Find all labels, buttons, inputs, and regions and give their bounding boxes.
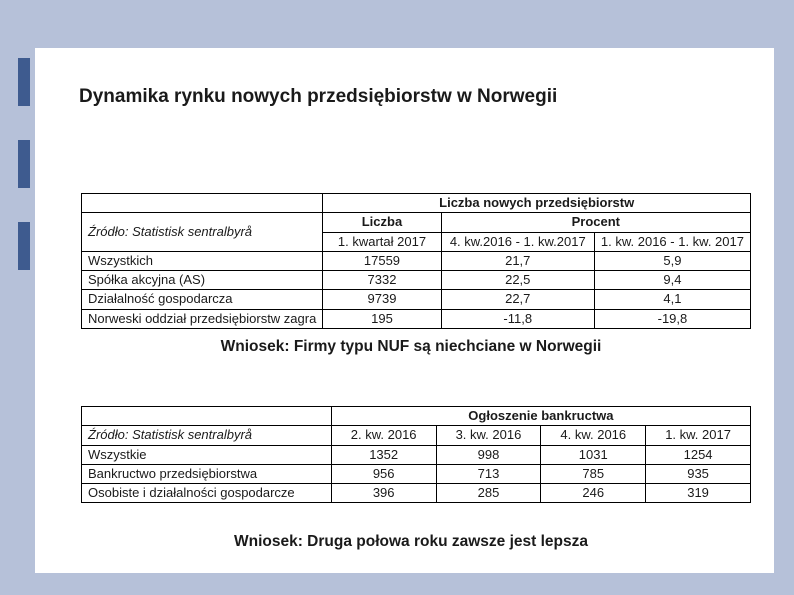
cell-label: Wszystkie — [82, 445, 332, 464]
cell-value: 195 — [323, 309, 441, 328]
cell-value: -11,8 — [441, 309, 594, 328]
cell-value: 1254 — [646, 445, 751, 464]
conclusion-2: Wniosek: Druga połowa roku zawsze jest l… — [81, 533, 741, 551]
cell-label: Działalność gospodarcza — [82, 290, 323, 309]
slide-body: Dynamika rynku nowych przedsiębiorstw w … — [35, 48, 774, 573]
cell-value: 1352 — [331, 445, 436, 464]
table1-sub1: 1. kwartał 2017 — [323, 232, 441, 251]
cell-label: Bankructwo przedsiębiorstwa — [82, 464, 332, 483]
cell-label: Wszystkich — [82, 251, 323, 270]
conclusion-1: Wniosek: Firmy typu NUF są niechciane w … — [81, 338, 741, 356]
table2-source: Źródło: Statistisk sentralbyrå — [82, 426, 332, 445]
slide-marker — [18, 58, 30, 106]
cell-value: 285 — [436, 484, 541, 503]
table2-col1: 2. kw. 2016 — [331, 426, 436, 445]
table2-col4: 1. kw. 2017 — [646, 426, 751, 445]
cell-value: 21,7 — [441, 251, 594, 270]
cell-value: 22,5 — [441, 271, 594, 290]
cell-value: 956 — [331, 464, 436, 483]
cell-value: 396 — [331, 484, 436, 503]
table-row: Osobiste i działalności gospodarcze 396 … — [82, 484, 751, 503]
cell-value: 7332 — [323, 271, 441, 290]
cell-label: Norweski oddział przedsiębiorstw zagra — [82, 309, 323, 328]
table-row: Wszystkich 17559 21,7 5,9 — [82, 251, 751, 270]
cell-value: 22,7 — [441, 290, 594, 309]
table-row: Bankructwo przedsiębiorstwa 956 713 785 … — [82, 464, 751, 483]
cell-value: 4,1 — [594, 290, 750, 309]
table2-supertitle: Ogłoszenie bankructwa — [331, 407, 750, 426]
cell-value: 9,4 — [594, 271, 750, 290]
slide-marker — [18, 222, 30, 270]
table-row: Spółka akcyjna (AS) 7332 22,5 9,4 — [82, 271, 751, 290]
table1-source: Źródło: Statistisk sentralbyrå — [82, 213, 323, 252]
table-new-enterprises: Liczba nowych przedsiębiorstw Źródło: St… — [81, 193, 751, 329]
cell-value: 713 — [436, 464, 541, 483]
cell-value: 246 — [541, 484, 646, 503]
table2-col3: 4. kw. 2016 — [541, 426, 646, 445]
table-row: Wszystkie 1352 998 1031 1254 — [82, 445, 751, 464]
cell-label: Osobiste i działalności gospodarcze — [82, 484, 332, 503]
cell-value: -19,8 — [594, 309, 750, 328]
cell-value: 785 — [541, 464, 646, 483]
table-row: Działalność gospodarcza 9739 22,7 4,1 — [82, 290, 751, 309]
page-title: Dynamika rynku nowych przedsiębiorstw w … — [79, 86, 759, 108]
table-row: Norweski oddział przedsiębiorstw zagra 1… — [82, 309, 751, 328]
table2-col2: 3. kw. 2016 — [436, 426, 541, 445]
cell-value: 5,9 — [594, 251, 750, 270]
cell-value: 17559 — [323, 251, 441, 270]
cell-value: 1031 — [541, 445, 646, 464]
table1-supertitle: Liczba nowych przedsiębiorstw — [323, 194, 751, 213]
cell-value: 9739 — [323, 290, 441, 309]
cell-label: Spółka akcyjna (AS) — [82, 271, 323, 290]
table-bankruptcy: Ogłoszenie bankructwa Źródło: Statistisk… — [81, 406, 751, 503]
cell-value: 319 — [646, 484, 751, 503]
cell-value: 998 — [436, 445, 541, 464]
table1-sub2: 4. kw.2016 - 1. kw.2017 — [441, 232, 594, 251]
cell-value: 935 — [646, 464, 751, 483]
table1-head-procent: Procent — [441, 213, 750, 232]
slide-marker — [18, 140, 30, 188]
table1-head-liczba: Liczba — [323, 213, 441, 232]
table1-sub3: 1. kw. 2016 - 1. kw. 2017 — [594, 232, 750, 251]
